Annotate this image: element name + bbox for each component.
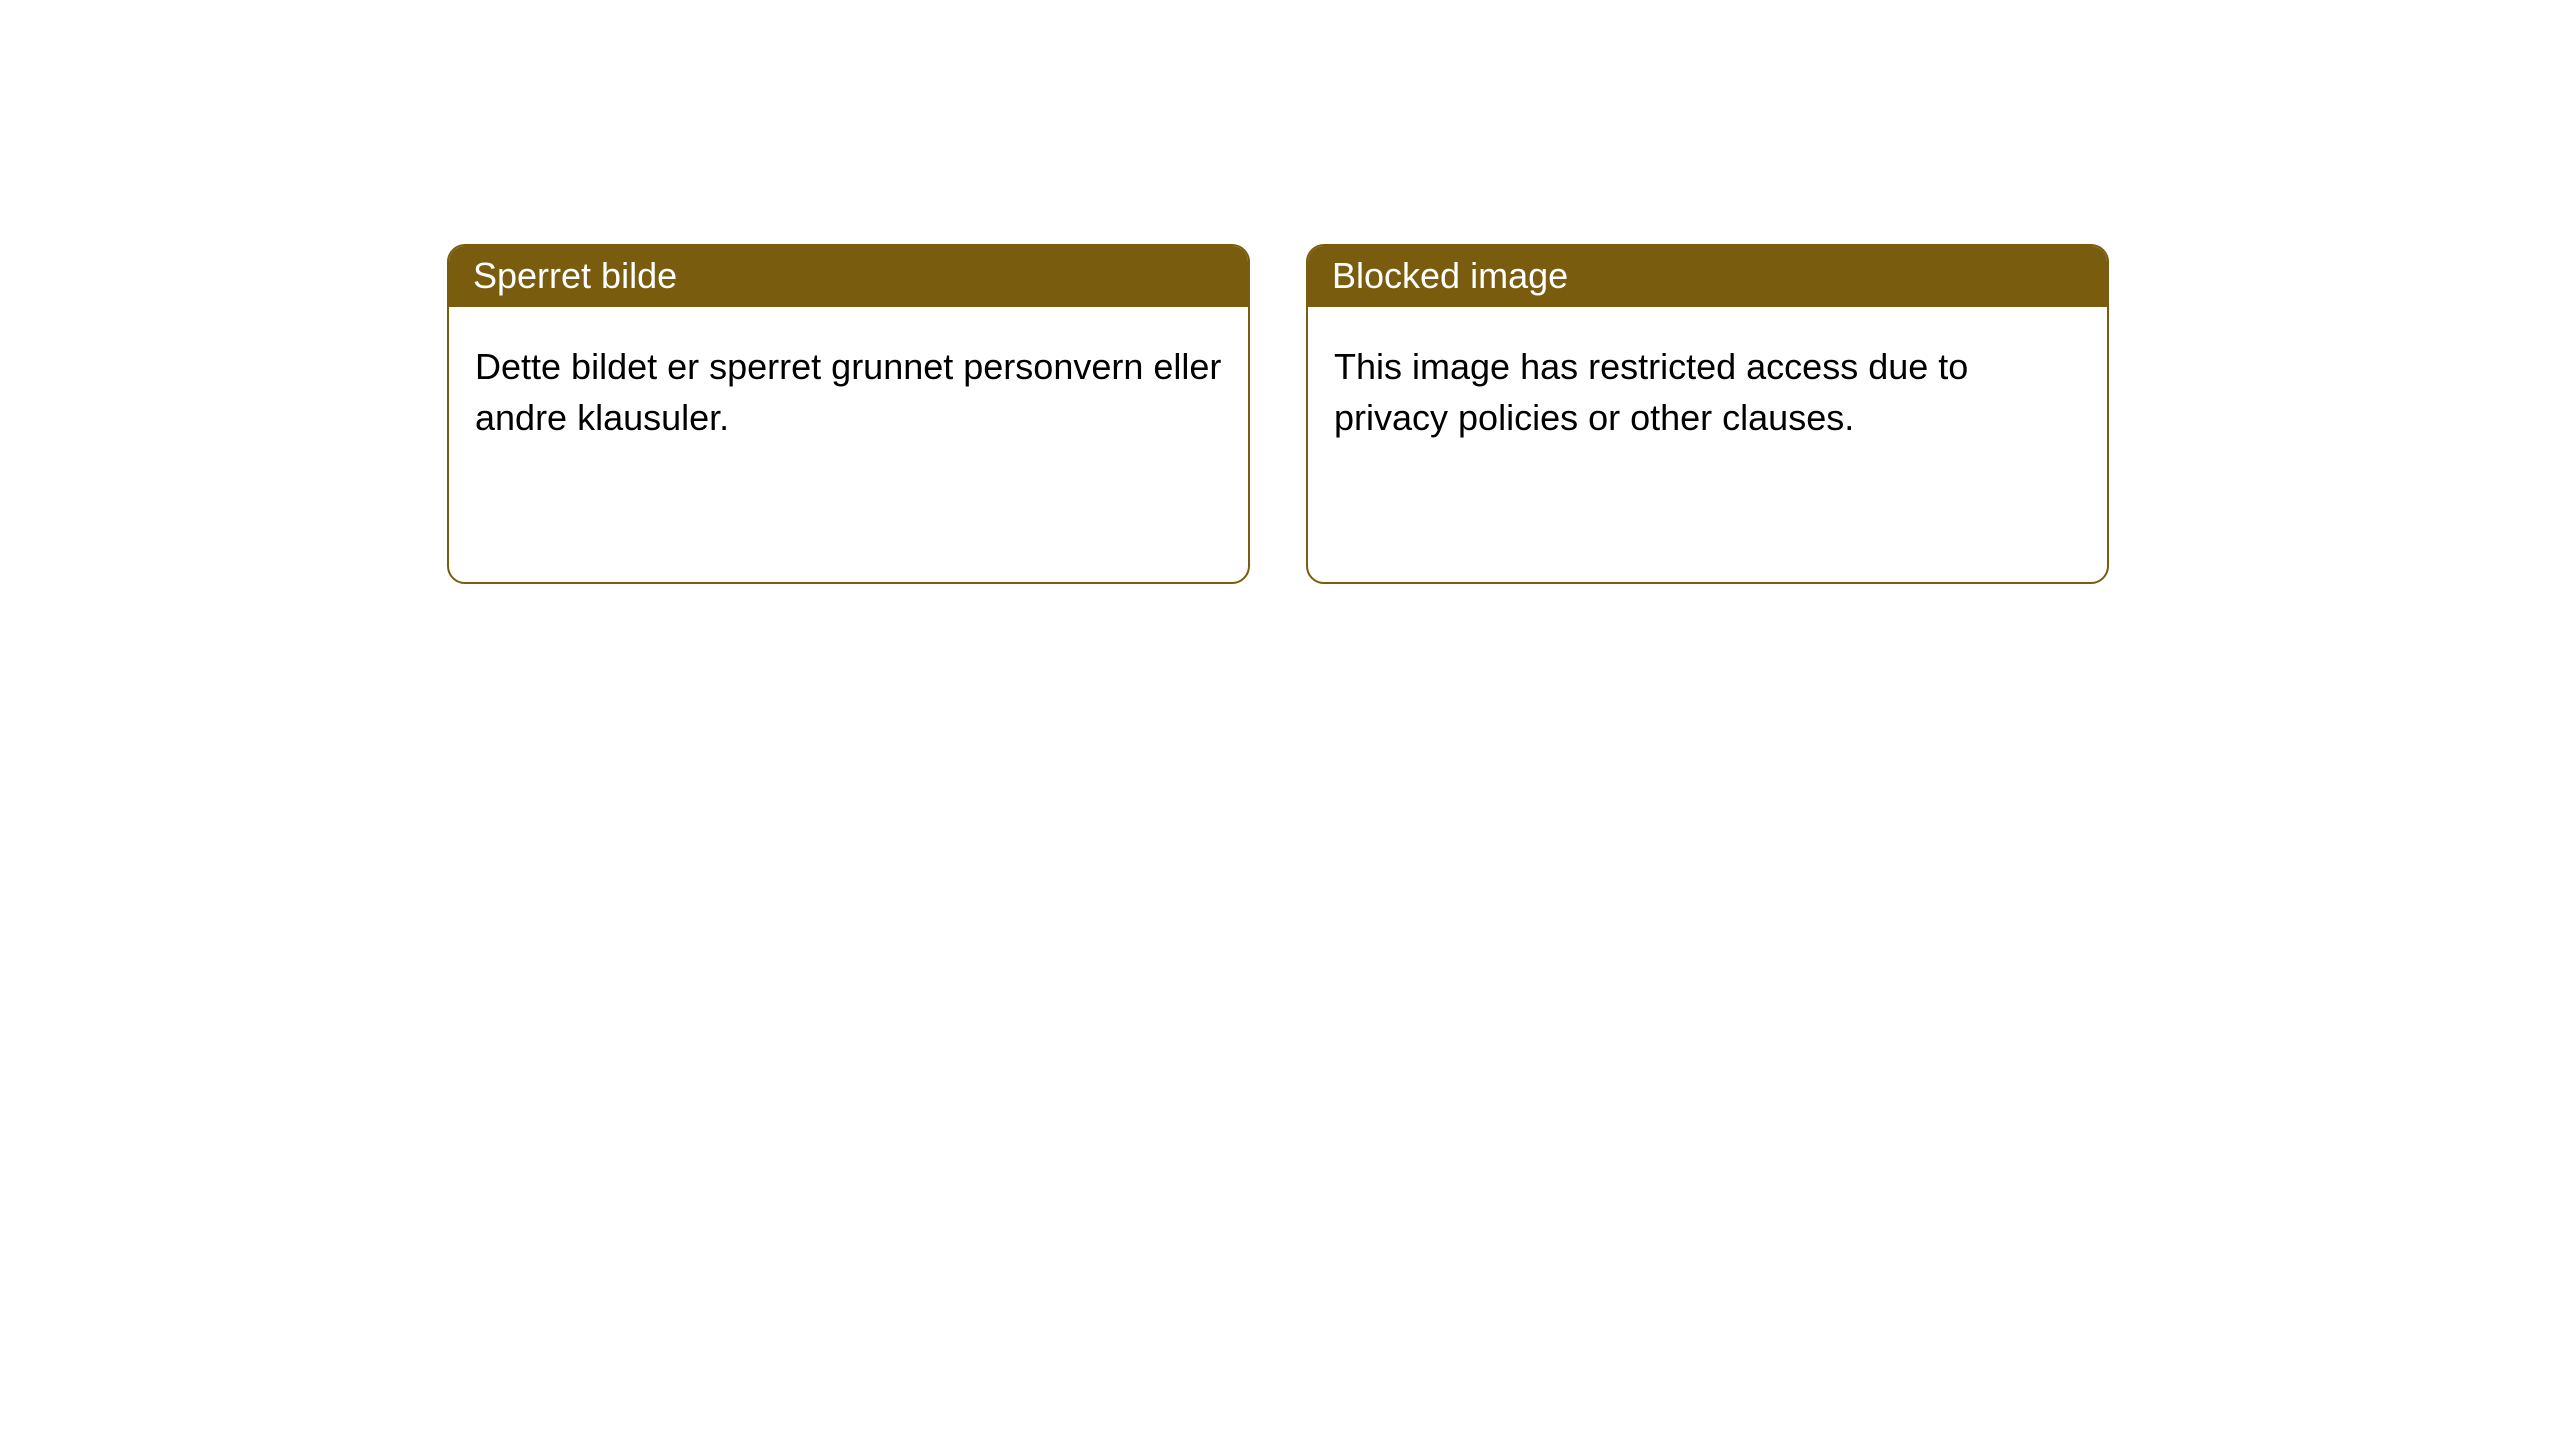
notice-card-header: Blocked image [1308, 246, 2107, 307]
notice-title: Sperret bilde [473, 255, 677, 296]
notice-card-header: Sperret bilde [449, 246, 1248, 307]
notice-title: Blocked image [1332, 255, 1568, 296]
notice-card-norwegian: Sperret bilde Dette bildet er sperret gr… [447, 244, 1250, 584]
notice-card-body: This image has restricted access due to … [1308, 307, 2107, 477]
notice-body-text: This image has restricted access due to … [1334, 346, 1968, 438]
notice-card-body: Dette bildet er sperret grunnet personve… [449, 307, 1248, 477]
notice-container: Sperret bilde Dette bildet er sperret gr… [447, 244, 2109, 584]
notice-body-text: Dette bildet er sperret grunnet personve… [475, 346, 1221, 438]
notice-card-english: Blocked image This image has restricted … [1306, 244, 2109, 584]
